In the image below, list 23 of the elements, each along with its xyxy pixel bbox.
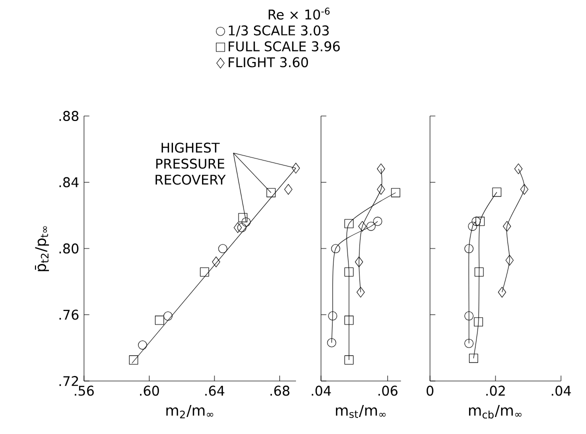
x-tick-label: .06 <box>378 386 398 396</box>
x-tick-label: .68 <box>270 386 290 396</box>
x-tick-label: .64 <box>205 386 224 396</box>
x-tick-label: .04 <box>312 386 331 396</box>
x-axis-title: m$_{st}$/m$_{∞}$ <box>336 404 386 418</box>
y-axis-title: p̄$_{t2}$/p$_{t∞}$ <box>34 226 49 272</box>
x-tick-label: 0 <box>426 386 434 396</box>
y-tick-label: .80 <box>60 243 78 254</box>
legend-title: Re × 10$^{-6}$ <box>268 8 330 20</box>
x-tick-label: .04 <box>552 386 571 396</box>
x-tick-label: .02 <box>486 386 505 396</box>
x-axis-title: m$_{2}$/m$_{∞}$ <box>166 404 214 418</box>
annotation: HIGHEST PRESSURE RECOVERY <box>156 142 226 185</box>
x-tick-label: .60 <box>140 386 159 396</box>
y-tick-label: .72 <box>60 376 78 386</box>
legend-label: FLIGHT 3.60 <box>228 57 308 68</box>
x-tick-label: .56 <box>74 386 94 396</box>
x-axis-title: m$_{cb}$/m$_{∞}$ <box>469 404 522 419</box>
legend-label: FULL SCALE 3.96 <box>228 41 340 52</box>
y-tick-label: .88 <box>60 110 78 122</box>
y-tick-label: .84 <box>60 177 79 188</box>
y-tick-label: .76 <box>60 310 78 320</box>
legend-label: 1/3 SCALE 3.03 <box>228 25 329 37</box>
